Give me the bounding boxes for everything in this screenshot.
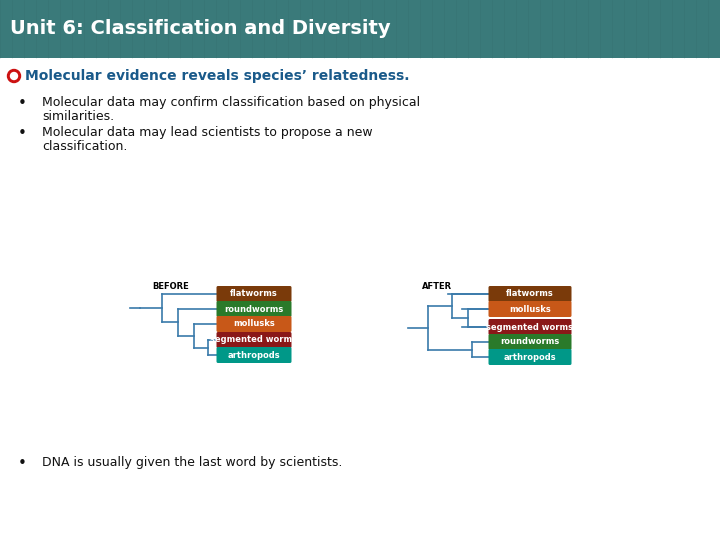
Text: segmented worms: segmented worms (210, 335, 297, 345)
FancyBboxPatch shape (217, 286, 292, 302)
FancyBboxPatch shape (0, 0, 720, 58)
FancyBboxPatch shape (217, 347, 292, 363)
Text: segmented worms: segmented worms (487, 322, 574, 332)
Text: Unit 6: Classification and Diversity: Unit 6: Classification and Diversity (10, 19, 391, 38)
FancyBboxPatch shape (217, 332, 292, 348)
Text: arthropods: arthropods (504, 353, 557, 361)
Text: flatworms: flatworms (506, 289, 554, 299)
FancyBboxPatch shape (217, 301, 292, 317)
Text: classification.: classification. (42, 140, 127, 153)
FancyBboxPatch shape (488, 319, 572, 335)
FancyBboxPatch shape (488, 286, 572, 302)
Text: Molecular data may confirm classification based on physical: Molecular data may confirm classificatio… (42, 96, 420, 109)
Text: •: • (18, 456, 27, 471)
Text: roundworms: roundworms (500, 338, 559, 347)
Text: BEFORE: BEFORE (152, 282, 189, 291)
Text: DNA is usually given the last word by scientists.: DNA is usually given the last word by sc… (42, 456, 343, 469)
Text: roundworms: roundworms (225, 305, 284, 314)
Circle shape (11, 72, 17, 79)
FancyBboxPatch shape (488, 301, 572, 317)
Text: •: • (18, 96, 27, 111)
Text: Molecular data may lead scientists to propose a new: Molecular data may lead scientists to pr… (42, 126, 373, 139)
Text: flatworms: flatworms (230, 289, 278, 299)
FancyBboxPatch shape (488, 349, 572, 365)
Text: mollusks: mollusks (233, 320, 275, 328)
Text: Molecular evidence reveals species’ relatedness.: Molecular evidence reveals species’ rela… (25, 69, 410, 83)
Text: AFTER: AFTER (422, 282, 452, 291)
Text: arthropods: arthropods (228, 350, 280, 360)
FancyBboxPatch shape (217, 316, 292, 332)
FancyBboxPatch shape (488, 334, 572, 350)
Text: similarities.: similarities. (42, 110, 114, 123)
Text: mollusks: mollusks (509, 305, 551, 314)
Text: •: • (18, 126, 27, 141)
Circle shape (7, 70, 20, 83)
